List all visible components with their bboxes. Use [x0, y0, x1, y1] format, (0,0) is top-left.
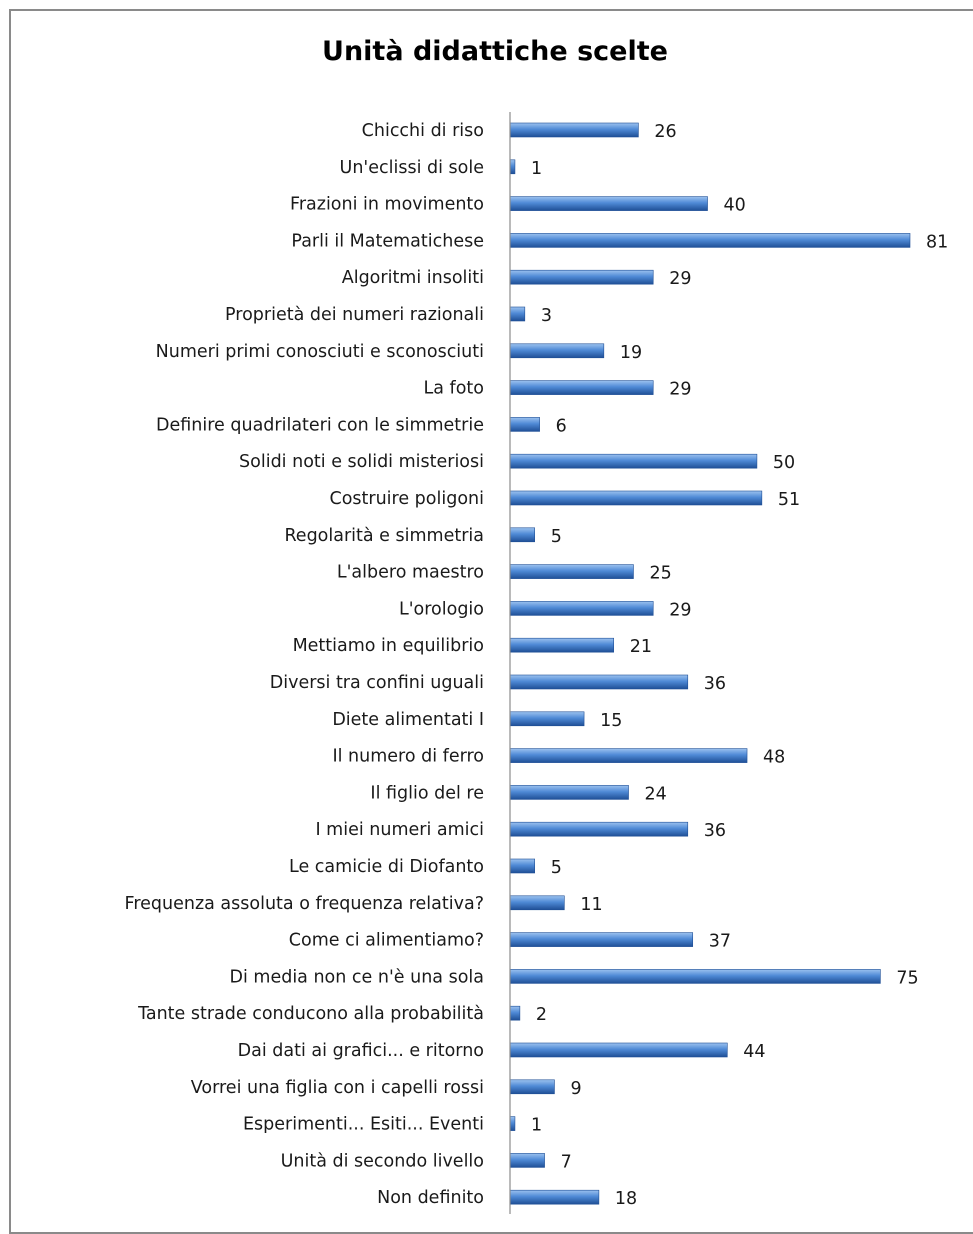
data-label: 36 — [704, 674, 726, 694]
bar — [509, 637, 615, 653]
bar — [509, 1042, 728, 1058]
category-label: Dai dati ai grafici... e ritorno — [238, 1041, 484, 1061]
category-label: Mettiamo in equilibrio — [293, 636, 484, 656]
category-label: Parli il Matematichese — [291, 231, 484, 251]
category-label: Un'eclissi di sole — [340, 158, 484, 178]
data-label: 40 — [724, 196, 746, 216]
category-label: L'orologio — [399, 599, 484, 619]
bars-layer — [509, 122, 911, 1205]
data-label: 9 — [570, 1079, 581, 1099]
bar — [509, 601, 654, 616]
data-label: 25 — [649, 564, 671, 584]
data-label: 1 — [531, 1116, 542, 1136]
category-label: L'albero maestro — [337, 563, 484, 583]
category-label: Diete alimentati I — [332, 710, 484, 730]
data-label: 51 — [778, 490, 800, 510]
category-label: Non definito — [377, 1188, 484, 1208]
data-label: 26 — [654, 122, 676, 142]
bar — [509, 343, 605, 359]
category-label: Vorrei una figlia con i capelli rossi — [191, 1078, 484, 1098]
data-label: 5 — [551, 858, 562, 878]
data-label: 36 — [704, 821, 726, 841]
bar — [509, 932, 694, 947]
category-label: Diversi tra confini uguali — [270, 673, 484, 693]
category-label: Costruire poligoni — [329, 489, 484, 509]
bar — [509, 1079, 555, 1095]
bar — [509, 785, 629, 800]
data-label: 2 — [536, 1005, 547, 1025]
data-label: 81 — [926, 232, 948, 252]
category-label: Come ci alimentiamo? — [289, 931, 484, 951]
category-label: Di media non ce n'è una sola — [230, 967, 485, 987]
bar — [509, 895, 565, 911]
data-label: 11 — [580, 895, 602, 915]
data-label: 29 — [669, 380, 691, 400]
bar — [509, 453, 758, 469]
data-label: 3 — [541, 306, 552, 326]
data-label: 7 — [561, 1152, 572, 1172]
data-label: 15 — [600, 711, 622, 731]
data-label: 48 — [763, 748, 785, 768]
bar — [509, 1189, 600, 1205]
category-label: Il numero di ferro — [332, 747, 484, 767]
bar — [509, 490, 763, 506]
bar — [509, 858, 535, 874]
category-label: Numeri primi conosciuti e sconosciuti — [156, 342, 484, 362]
category-label: Proprietà dei numeri razionali — [225, 305, 484, 325]
chart-title: Unità didattiche scelte — [322, 36, 668, 67]
category-label: Tante strade conducono alla probabilità — [137, 1004, 484, 1024]
data-label: 29 — [669, 269, 691, 289]
bar — [509, 527, 535, 543]
bar — [509, 1116, 516, 1131]
category-label: Frazioni in movimento — [290, 195, 484, 215]
bar — [509, 1153, 545, 1168]
bar — [509, 269, 654, 285]
data-label: 50 — [773, 453, 795, 473]
bar — [509, 674, 689, 690]
bar — [509, 159, 516, 175]
bar — [509, 748, 748, 763]
bar — [509, 233, 911, 248]
data-label: 5 — [551, 527, 562, 547]
category-label: Il figlio del re — [370, 783, 484, 803]
data-label: 18 — [615, 1189, 637, 1209]
bar — [509, 1005, 521, 1021]
data-label: 24 — [645, 784, 667, 804]
data-label: 19 — [620, 343, 642, 363]
data-label: 1 — [531, 159, 542, 179]
bar — [509, 196, 708, 211]
bar — [509, 564, 634, 579]
data-label: 37 — [709, 932, 731, 952]
category-label: Algoritmi insoliti — [342, 268, 484, 288]
category-label: I miei numeri amici — [315, 820, 484, 840]
category-label: Unità di secondo livello — [281, 1151, 484, 1171]
category-label: Regolarità e simmetria — [284, 526, 484, 546]
bar — [509, 969, 881, 984]
category-label: Chicchi di riso — [362, 121, 484, 141]
bar — [509, 306, 526, 322]
category-label: Le camicie di Diofanto — [289, 857, 484, 877]
data-label: 6 — [556, 416, 567, 436]
chart-frame — [9, 9, 973, 1234]
bar — [509, 380, 654, 395]
data-label: 44 — [743, 1042, 765, 1062]
data-label: 75 — [896, 968, 918, 988]
bar — [509, 711, 585, 727]
data-label: 21 — [630, 637, 652, 657]
category-label: Esperimenti... Esiti... Eventi — [243, 1115, 484, 1135]
bar — [509, 417, 540, 432]
category-label: Solidi noti e solidi misteriosi — [239, 452, 484, 472]
data-label: 29 — [669, 600, 691, 620]
bar — [509, 821, 689, 837]
category-label: La foto — [424, 379, 484, 399]
bar — [509, 122, 639, 138]
category-label: Definire quadrilateri con le simmetrie — [156, 415, 484, 435]
category-label: Frequenza assoluta o frequenza relativa? — [125, 894, 484, 914]
